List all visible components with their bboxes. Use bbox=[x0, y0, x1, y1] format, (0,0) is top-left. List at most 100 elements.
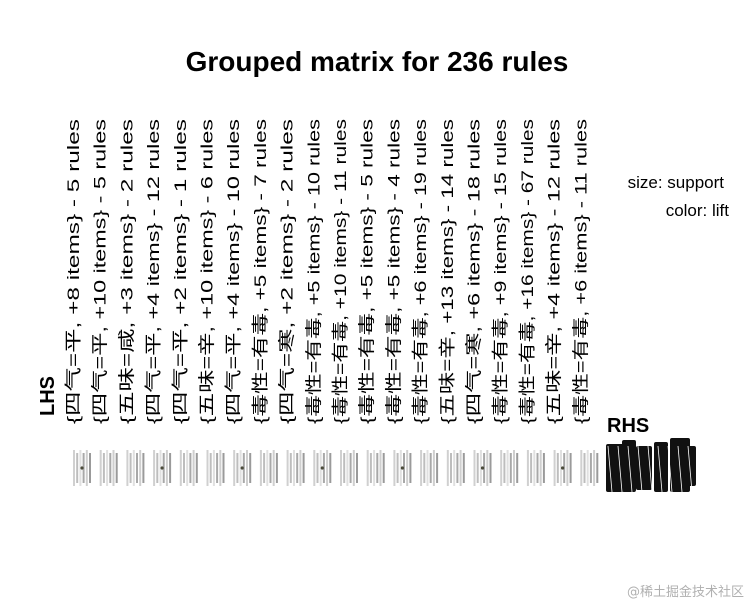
matrix-mark bbox=[586, 450, 589, 486]
rhs-axis-title: RHS bbox=[607, 415, 649, 437]
matrix-mark bbox=[156, 453, 159, 483]
rhs-label-stroke bbox=[627, 445, 633, 493]
matrix-mark bbox=[85, 450, 88, 486]
lhs-group-label: {五味=辛, +10 items} - 6 rules bbox=[198, 119, 217, 424]
matrix-mark bbox=[293, 450, 295, 486]
matrix-point bbox=[80, 466, 84, 470]
matrix-mark bbox=[479, 450, 482, 486]
rhs-label-stroke bbox=[677, 445, 683, 493]
matrix-mark bbox=[500, 450, 503, 486]
matrix-mark bbox=[376, 453, 379, 483]
lhs-group-label: {五味=咸, +3 items} - 2 rules bbox=[117, 119, 136, 424]
rhs-label-stroke bbox=[697, 445, 703, 493]
chart-title: Grouped matrix for 236 rules bbox=[186, 46, 569, 77]
matrix-mark bbox=[73, 450, 75, 486]
matrix-mark bbox=[379, 450, 382, 486]
rhs-label-stroke bbox=[667, 445, 673, 493]
matrix-mark bbox=[420, 450, 423, 486]
matrix-mark bbox=[286, 450, 289, 486]
rhs-label-stroke bbox=[607, 445, 613, 493]
matrix-mark bbox=[136, 453, 138, 483]
matrix-mark bbox=[169, 453, 172, 483]
matrix-mark bbox=[76, 453, 79, 483]
legend-color: color: lift bbox=[666, 201, 730, 220]
matrix-mark bbox=[569, 453, 572, 483]
matrix-mark bbox=[126, 450, 129, 486]
matrix-mark bbox=[269, 453, 272, 483]
matrix-mark bbox=[326, 450, 329, 486]
matrix-point bbox=[400, 466, 404, 470]
matrix-mark bbox=[216, 453, 219, 483]
matrix-mark bbox=[382, 453, 385, 483]
matrix-mark bbox=[195, 453, 198, 483]
matrix-mark bbox=[589, 453, 592, 483]
rhs-label-overlap bbox=[636, 446, 652, 490]
lhs-group-label: {四气=平, +2 items} - 1 rules bbox=[171, 119, 190, 424]
matrix-mark bbox=[186, 450, 189, 486]
matrix-mark bbox=[289, 453, 292, 483]
matrix-mark bbox=[473, 450, 476, 486]
matrix-mark bbox=[142, 453, 145, 483]
lhs-group-label: {五味=辛, +4 items} - 12 rules bbox=[545, 119, 564, 424]
rhs-label-stroke bbox=[687, 445, 693, 493]
matrix-mark bbox=[509, 453, 512, 483]
matrix-mark bbox=[189, 453, 192, 483]
matrix-mark bbox=[139, 450, 142, 486]
matrix-mark bbox=[340, 450, 342, 486]
matrix-mark bbox=[206, 450, 209, 486]
lhs-group-label: {四气=平, +4 items} - 10 rules bbox=[224, 119, 243, 424]
matrix-mark bbox=[313, 450, 316, 486]
lhs-group-labels: {四气=平, +8 items} - 5 rules {四气=平, +10 ite… bbox=[64, 119, 590, 424]
matrix-mark bbox=[539, 450, 542, 486]
lhs-group-label: {毒性=有毒, +10 items} - 11 rules bbox=[331, 119, 350, 424]
matrix-mark bbox=[526, 450, 529, 486]
lhs-group-label: {四气=平, +8 items} - 5 rules bbox=[64, 119, 83, 424]
matrix-mark bbox=[129, 453, 132, 483]
matrix-mark bbox=[179, 450, 182, 486]
matrix-mark bbox=[459, 450, 462, 486]
lhs-group-label: {毒性=有毒, +5 items} - 5 rules bbox=[358, 119, 377, 424]
matrix-point bbox=[160, 466, 164, 470]
matrix-mark bbox=[233, 450, 236, 486]
matrix-point bbox=[240, 466, 244, 470]
matrix-mark bbox=[296, 453, 299, 483]
matrix-mark bbox=[399, 450, 402, 486]
matrix-mark bbox=[450, 453, 452, 483]
matrix-mark bbox=[109, 453, 112, 483]
matrix-mark bbox=[369, 453, 372, 483]
rhs-label-stroke bbox=[617, 445, 623, 493]
matrix-mark bbox=[580, 450, 583, 486]
matrix-mark bbox=[183, 453, 185, 483]
rhs-label-overlap bbox=[688, 446, 696, 486]
lhs-group-label: {毒性=有毒, +5 items} - 10 rules bbox=[304, 119, 323, 424]
lhs-group-label: {毒性=有毒, +6 items} - 19 rules bbox=[411, 119, 430, 424]
rhs-label-stroke bbox=[657, 445, 663, 493]
lhs-group-label: {四气=寒, +2 items} - 2 rules bbox=[278, 119, 297, 424]
matrix-mark bbox=[302, 453, 305, 483]
matrix-mark bbox=[89, 453, 91, 483]
matrix-mark bbox=[373, 450, 376, 486]
lhs-group-label: {毒性=有毒, +16 items} - 67 rules bbox=[518, 119, 537, 424]
matrix-mark bbox=[483, 453, 486, 483]
matrix-mark bbox=[536, 453, 539, 483]
rhs-label-stroke bbox=[637, 445, 643, 493]
matrix-mark bbox=[263, 453, 266, 483]
rhs-labels bbox=[606, 438, 703, 493]
matrix-mark bbox=[275, 453, 278, 483]
matrix-mark bbox=[429, 453, 432, 483]
matrix-mark bbox=[593, 450, 596, 486]
rhs-label-stroke bbox=[647, 445, 653, 493]
matrix-mark bbox=[486, 450, 489, 486]
watermark: @稀土掘金技术社区 bbox=[627, 584, 744, 600]
lhs-axis-title: LHS bbox=[37, 376, 59, 416]
matrix-mark bbox=[322, 453, 325, 483]
matrix-mark bbox=[423, 453, 426, 483]
matrix-mark bbox=[246, 450, 248, 486]
matrix-mark bbox=[242, 453, 245, 483]
matrix-mark bbox=[165, 450, 168, 486]
lhs-group-label: {毒性=有毒, +6 items} - 11 rules bbox=[571, 119, 590, 424]
matrix-mark bbox=[219, 450, 222, 486]
matrix-mark bbox=[316, 453, 319, 483]
matrix-mark bbox=[99, 450, 102, 486]
